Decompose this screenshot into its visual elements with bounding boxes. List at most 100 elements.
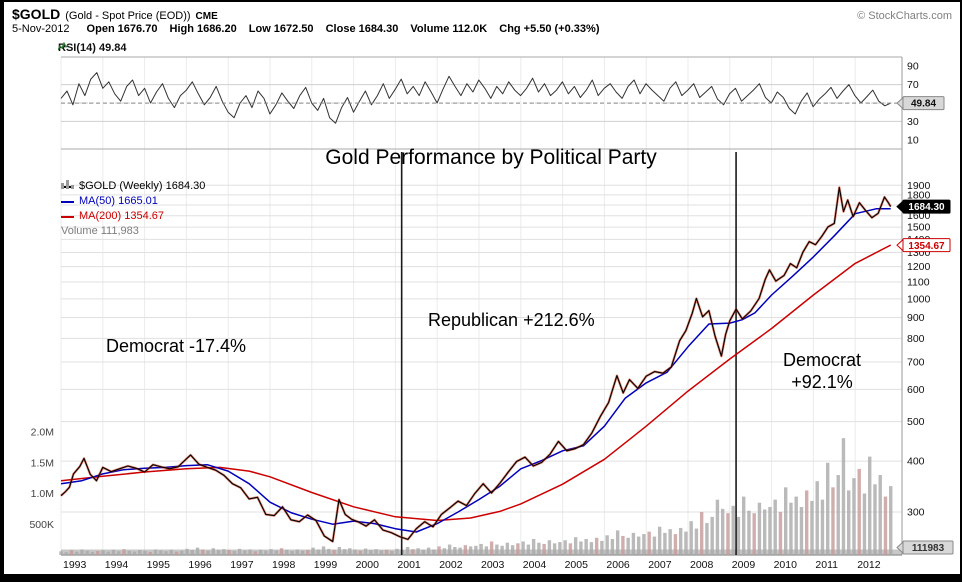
quote-low: Low 1672.50 bbox=[249, 23, 314, 35]
svg-text:111983: 111983 bbox=[912, 543, 945, 554]
axis-labels: 1900180017001600150014001300120011001000… bbox=[29, 61, 930, 571]
exchange-label: CME bbox=[195, 11, 218, 22]
svg-text:1684.30: 1684.30 bbox=[908, 202, 945, 213]
rsi-line bbox=[60, 72, 902, 124]
quote-volume-label: Volume bbox=[410, 23, 450, 35]
quote-high-label: High bbox=[169, 23, 194, 35]
ma200-line-swatch bbox=[61, 215, 74, 218]
quote-high-value: 1686.20 bbox=[196, 23, 237, 35]
svg-text:1000: 1000 bbox=[907, 293, 931, 305]
legend-ma50: MA(50) 1665.01 bbox=[61, 194, 205, 209]
quote-close-value: 1684.30 bbox=[358, 23, 399, 35]
svg-text:2004: 2004 bbox=[523, 559, 547, 571]
legend-ma50-label: MA(50) 1665.01 bbox=[79, 195, 158, 207]
legend-volume: Volume 111,983 bbox=[61, 180, 205, 239]
annotation-democrat-2: Democrat +92.1% bbox=[756, 349, 888, 393]
quote-low-label: Low bbox=[248, 23, 271, 35]
svg-text:1993: 1993 bbox=[63, 559, 87, 571]
svg-text:1996: 1996 bbox=[188, 559, 212, 571]
grid-lines bbox=[60, 57, 902, 555]
quote-high: High 1686.20 bbox=[170, 23, 237, 35]
svg-text:1100: 1100 bbox=[907, 277, 930, 289]
quote-low-value: 1672.50 bbox=[273, 23, 314, 35]
svg-text:2.0M: 2.0M bbox=[31, 427, 54, 439]
svg-text:600: 600 bbox=[907, 384, 925, 396]
svg-text:70: 70 bbox=[907, 79, 919, 91]
quote-close: Close 1684.30 bbox=[326, 23, 399, 35]
svg-text:2002: 2002 bbox=[439, 559, 463, 571]
rsi-value-tag: 49.84 bbox=[896, 96, 945, 111]
svg-text:700: 700 bbox=[907, 357, 925, 369]
svg-text:30: 30 bbox=[907, 116, 919, 128]
quote-open: Open 1676.70 bbox=[87, 23, 158, 35]
svg-text:2008: 2008 bbox=[690, 559, 714, 571]
svg-text:1.5M: 1.5M bbox=[31, 457, 54, 469]
quote-bar: 5-Nov-2012 Open 1676.70 High 1686.20 Low 16… bbox=[12, 23, 609, 35]
svg-text:2001: 2001 bbox=[397, 559, 421, 571]
ma50-line-swatch bbox=[61, 200, 74, 203]
quote-close-label: Close bbox=[325, 23, 356, 35]
axes bbox=[61, 57, 903, 556]
svg-text:400: 400 bbox=[907, 456, 925, 468]
svg-text:1997: 1997 bbox=[230, 559, 254, 571]
quote-open-value: 1676.70 bbox=[117, 23, 158, 35]
rsi-label-text: RSI(14) 49.84 bbox=[58, 42, 127, 54]
svg-text:2000: 2000 bbox=[356, 559, 380, 571]
quote-change-value: +5.50 (+0.33%) bbox=[523, 23, 600, 35]
symbol: $GOLD bbox=[12, 6, 61, 22]
svg-text:90: 90 bbox=[907, 61, 919, 73]
svg-text:1994: 1994 bbox=[105, 559, 129, 571]
annotation-democrat-2-line1: Democrat bbox=[782, 350, 862, 370]
svg-text:800: 800 bbox=[907, 333, 925, 345]
svg-text:49.84: 49.84 bbox=[911, 99, 936, 110]
gold-price-line bbox=[60, 186, 892, 543]
annotation-republican: Republican +212.6% bbox=[428, 310, 595, 330]
annotation-democrat-2-line2: +92.1% bbox=[791, 372, 853, 392]
quote-open-label: Open bbox=[86, 23, 115, 35]
chart-header: $GOLD (Gold - Spot Price (EOD)) CME © St… bbox=[12, 6, 952, 22]
ma200-price-tag: 1354.67 bbox=[896, 238, 951, 253]
svg-text:2006: 2006 bbox=[606, 559, 630, 571]
volume-value-tag: 111983 bbox=[896, 540, 954, 555]
svg-text:1.0M: 1.0M bbox=[31, 488, 54, 500]
close-price-tag: 1684.30 bbox=[896, 199, 951, 214]
copyright: © StockCharts.com bbox=[857, 10, 952, 22]
svg-text:500: 500 bbox=[907, 416, 925, 428]
svg-text:2012: 2012 bbox=[857, 559, 881, 571]
event-lines bbox=[400, 152, 737, 555]
svg-text:900: 900 bbox=[907, 312, 925, 324]
svg-text:2010: 2010 bbox=[774, 559, 798, 571]
chart-legend: $GOLD (Weekly) 1684.30 MA(50) 1665.01 MA… bbox=[61, 179, 205, 239]
svg-text:10: 10 bbox=[907, 134, 919, 146]
chart-title: Gold Performance by Political Party bbox=[325, 146, 657, 169]
svg-text:1900: 1900 bbox=[907, 180, 931, 192]
legend-gold: $GOLD (Weekly) 1684.30 bbox=[61, 179, 205, 194]
legend-ma200-label: MA(200) 1354.67 bbox=[79, 210, 164, 222]
quote-date: 5-Nov-2012 bbox=[12, 23, 70, 35]
legend-ma200: MA(200) 1354.67 bbox=[61, 209, 205, 224]
legend-gold-label: $GOLD (Weekly) 1684.30 bbox=[79, 180, 206, 192]
symbol-description: (Gold - Spot Price (EOD)) bbox=[65, 10, 191, 22]
quote-volume: Volume 112.0K bbox=[410, 23, 487, 35]
svg-text:2011: 2011 bbox=[815, 559, 838, 571]
svg-text:1800: 1800 bbox=[907, 189, 931, 201]
svg-text:1500: 1500 bbox=[907, 222, 931, 234]
quote-change-label: Chg bbox=[499, 23, 521, 35]
rsi-indicator-icon bbox=[58, 42, 69, 51]
volume-bars bbox=[59, 438, 893, 555]
svg-text:300: 300 bbox=[907, 507, 925, 519]
svg-text:1999: 1999 bbox=[314, 559, 338, 571]
annotation-democrat-1: Democrat -17.4% bbox=[106, 336, 247, 356]
svg-text:1998: 1998 bbox=[272, 559, 296, 571]
rsi-panel-label: RSI(14) 49.84 bbox=[58, 42, 126, 54]
quote-change: Chg +5.50 (+0.33%) bbox=[499, 23, 599, 35]
quote-volume-value: 112.0K bbox=[452, 23, 488, 35]
volume-bars-icon bbox=[61, 180, 74, 189]
svg-text:1995: 1995 bbox=[147, 559, 171, 571]
svg-text:2005: 2005 bbox=[565, 559, 589, 571]
svg-text:2007: 2007 bbox=[648, 559, 672, 571]
svg-text:2003: 2003 bbox=[481, 559, 505, 571]
legend-volume-label: Volume 111,983 bbox=[61, 225, 139, 237]
price-chart-canvas: 1900180017001600150014001300120011001000… bbox=[29, 56, 954, 571]
